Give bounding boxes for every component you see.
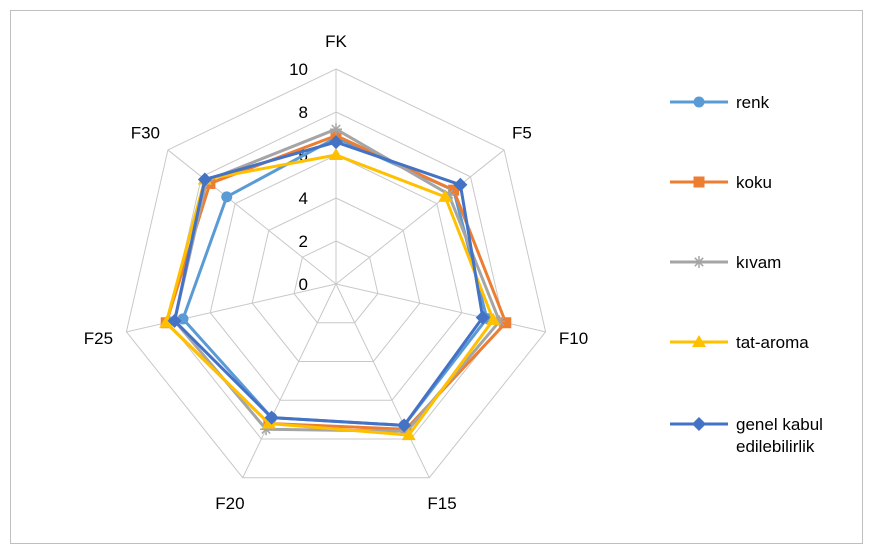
grid-ring — [125, 68, 547, 479]
legend-label-kivam: kıvam — [736, 253, 782, 272]
radial-tick-label: 4 — [299, 189, 308, 208]
legend-marker — [693, 96, 705, 108]
grid-spoke — [335, 283, 430, 478]
category-label: F10 — [559, 329, 588, 348]
radar-grid — [125, 68, 547, 479]
category-label: F20 — [215, 494, 244, 513]
legend-marker — [693, 256, 705, 268]
data-point — [329, 148, 343, 160]
legend-item-koku: koku — [668, 172, 772, 196]
radial-tick-label: 10 — [289, 60, 308, 79]
data-point — [159, 315, 174, 328]
data-point — [329, 135, 343, 150]
legend-label-koku: koku — [736, 173, 772, 192]
grid-spoke — [242, 283, 337, 478]
legend-swatch-koku — [670, 176, 728, 188]
legend-item-tat-aroma: tat-aroma — [668, 332, 809, 356]
grid-ring — [251, 197, 421, 362]
legend-swatch-tat-aroma — [670, 335, 728, 347]
series-line — [164, 134, 508, 431]
data-point — [453, 177, 468, 192]
radial-tick-label: 0 — [299, 275, 308, 294]
data-point — [264, 410, 279, 425]
data-point — [401, 428, 416, 441]
legend-item-kivam: kıvam — [668, 252, 781, 276]
data-point — [167, 313, 182, 328]
legend-item-renk: renk — [668, 92, 769, 116]
grid-spoke — [335, 283, 546, 333]
category-label: F25 — [84, 329, 113, 348]
data-point — [261, 416, 276, 429]
category-label: FK — [325, 32, 347, 51]
legend-swatch-kivam — [670, 256, 728, 268]
legend-marker — [693, 176, 705, 188]
data-point — [197, 172, 212, 187]
category-label: F30 — [131, 123, 160, 142]
series-5 — [167, 135, 490, 433]
data-point — [221, 191, 233, 203]
data-point — [475, 310, 490, 325]
legend-label-renk: renk — [736, 93, 770, 112]
radial-tick-label: 8 — [299, 103, 308, 122]
grid-ring — [293, 240, 379, 324]
grid-spoke — [167, 149, 337, 285]
legend-label-genel-kabul: genel kabul edilebilirlik — [736, 415, 823, 456]
chart-frame: 0 2 4 6 8 10 FK F5 F10 F15 F20 F25 F30 — [10, 10, 863, 544]
category-labels: FK F5 F10 F15 F20 F25 F30 — [84, 32, 588, 513]
data-point — [397, 418, 412, 433]
grid-ring — [209, 154, 463, 401]
category-label: F15 — [427, 494, 456, 513]
series-layer — [159, 123, 512, 441]
data-point — [448, 184, 460, 196]
radial-tick-label: 2 — [299, 232, 308, 251]
legend-item-genel-kabul: genel kabul edilebilirlik — [668, 414, 856, 456]
data-point — [438, 189, 453, 202]
data-point — [330, 123, 342, 136]
data-point — [500, 317, 512, 329]
series-3 — [168, 123, 506, 438]
data-point — [486, 312, 501, 325]
legend-marker — [692, 335, 706, 347]
legend-swatch-genel-kabul — [670, 417, 728, 431]
category-label: F5 — [512, 123, 532, 142]
series-line — [173, 140, 485, 427]
legend-label-tat-aroma: tat-aroma — [736, 333, 809, 352]
legend-marker — [692, 417, 706, 431]
legend-swatch-renk — [670, 96, 728, 108]
grid-ring — [167, 111, 505, 440]
grid-spoke — [335, 149, 505, 285]
